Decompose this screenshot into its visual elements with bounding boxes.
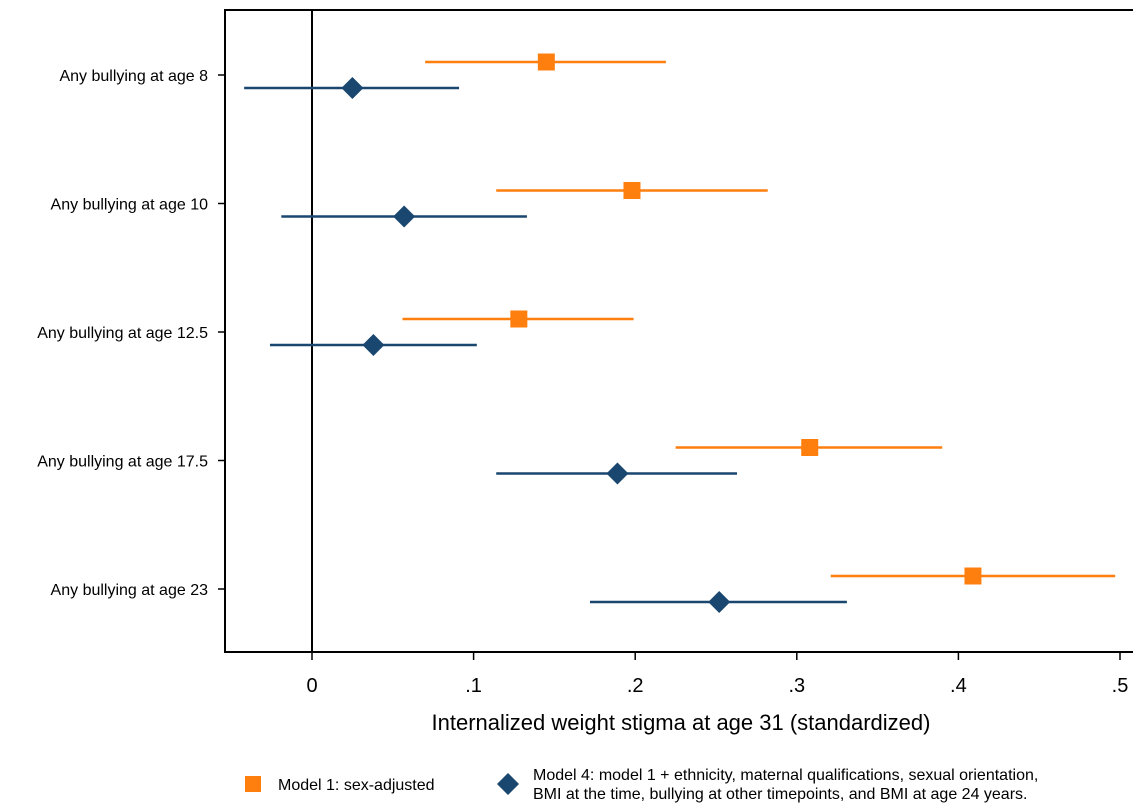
plot-frame [224, 9, 1133, 653]
point-estimate-square [510, 310, 528, 328]
legend-swatch-square [245, 776, 261, 792]
x-tick-label: .3 [788, 675, 805, 697]
point-estimate-square [964, 567, 982, 585]
legend-swatch-diamond [497, 773, 519, 795]
point-estimate-square [801, 439, 819, 456]
point-estimate-diamond [341, 77, 364, 99]
point-estimate-diamond [606, 462, 629, 485]
category-label: Any bullying at age 10 [51, 197, 209, 214]
x-axis-title: Internalized weight stigma at age 31 (st… [432, 710, 931, 735]
category-label: Any bullying at age 12.5 [37, 325, 208, 342]
x-tick-label: 0 [306, 675, 317, 697]
category-label: Any bullying at age 8 [59, 68, 208, 85]
category-label: Any bullying at age 23 [51, 582, 209, 599]
legend-label: BMI at the time, bullying at other timep… [533, 786, 1027, 803]
x-tick-label: .4 [950, 675, 967, 697]
point-estimate-diamond [393, 205, 416, 228]
x-tick-label: .1 [465, 675, 482, 697]
x-axis: 0 .1 .2 .3 .4 .5 [306, 652, 1128, 697]
legend-label: Model 4: model 1 + ethnicity, maternal q… [533, 767, 1038, 784]
legend-label: Model 1: sex-adjusted [278, 777, 435, 794]
category-label: Any bullying at age 17.5 [37, 454, 208, 471]
legend: Model 1: sex-adjusted Model 4: model 1 + … [245, 767, 1038, 803]
point-estimate-square [537, 53, 555, 71]
series-1 [402, 53, 1116, 585]
point-estimate-diamond [362, 334, 385, 356]
x-tick-label: .5 [1112, 675, 1129, 697]
series-2 [244, 77, 847, 613]
point-estimate-diamond [708, 591, 731, 613]
category-axis: Any bullying at age 8 Any bullying at age… [37, 68, 225, 599]
data-marks [244, 10, 1116, 652]
point-estimate-square [623, 182, 641, 199]
x-tick-label: .2 [627, 675, 644, 697]
